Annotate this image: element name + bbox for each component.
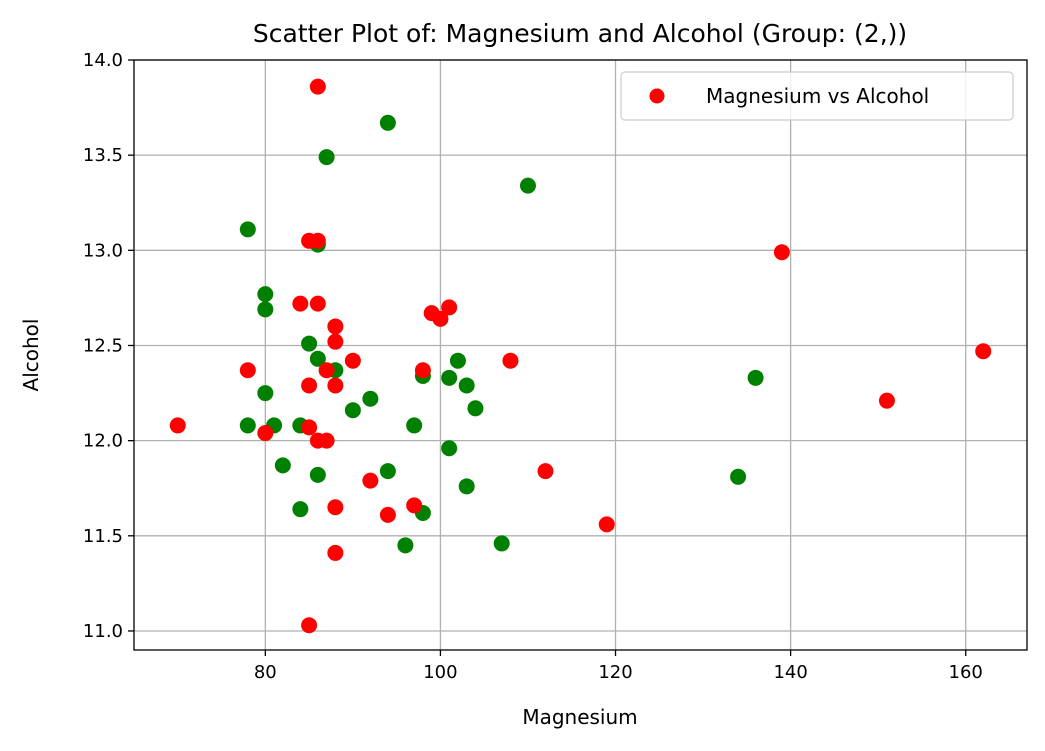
x-tick-label: 80 <box>254 662 277 683</box>
x-tick-label: 120 <box>598 662 632 683</box>
scatter-point <box>406 497 423 514</box>
scatter-point <box>432 310 449 327</box>
y-tick-label: 12.0 <box>83 431 123 452</box>
scatter-point <box>309 350 326 367</box>
scatter-point <box>327 544 344 561</box>
legend-box <box>620 71 1014 121</box>
scatter-point <box>318 432 335 449</box>
scatter-point <box>502 352 519 369</box>
scatter-point <box>309 466 326 483</box>
scatter-point <box>537 463 554 480</box>
scatter-point <box>747 369 764 386</box>
plot-frame <box>133 59 1028 651</box>
scatter-point <box>414 362 431 379</box>
y-tick-label: 13.0 <box>83 240 123 261</box>
scatter-point <box>239 417 256 434</box>
scatter-point <box>441 369 458 386</box>
scatter-point <box>449 352 466 369</box>
scatter-point <box>239 221 256 238</box>
scatter-point <box>730 468 747 485</box>
y-tick-label: 13.5 <box>83 145 123 166</box>
scatter-point <box>397 537 414 554</box>
scatter-point <box>379 506 396 523</box>
scatter-point <box>467 400 484 417</box>
grid-lines <box>134 59 1027 650</box>
scatter-point <box>773 244 790 261</box>
scatter-point <box>274 457 291 474</box>
scatter-point <box>379 114 396 131</box>
scatter-point <box>975 343 992 360</box>
scatter-point <box>309 295 326 312</box>
scatter-point <box>327 318 344 335</box>
x-tick-label: 140 <box>773 662 807 683</box>
x-tick-label: 100 <box>423 662 457 683</box>
scatter-point <box>519 177 536 194</box>
scatter-point <box>406 417 423 434</box>
x-axis-ticks: 80 100 120 140 160 <box>254 650 983 683</box>
scatter-point <box>441 299 458 316</box>
y-tick-label: 12.5 <box>83 335 123 356</box>
legend-marker <box>649 88 665 104</box>
scatter-point <box>441 440 458 457</box>
scatter-point <box>292 501 309 518</box>
scatter-point <box>318 362 335 379</box>
legend: Magnesium vs Alcohol <box>620 71 1014 121</box>
y-axis-label: Alcohol <box>19 319 43 392</box>
scatter-point <box>301 419 318 436</box>
legend-label: Magnesium vs Alcohol <box>706 84 929 108</box>
scatter-point <box>169 417 186 434</box>
y-tick-label: 11.0 <box>83 621 123 642</box>
scatter-point <box>257 425 274 442</box>
scatter-point <box>362 390 379 407</box>
scatter-point <box>327 499 344 516</box>
scatter-point <box>309 232 326 249</box>
scatter-point <box>458 377 475 394</box>
scatter-point <box>309 78 326 95</box>
scatter-point <box>239 362 256 379</box>
data-points <box>169 78 992 634</box>
scatter-point <box>257 286 274 303</box>
scatter-point <box>301 335 318 352</box>
scatter-point <box>493 535 510 552</box>
chart-title: Scatter Plot of: Magnesium and Alcohol (… <box>253 19 907 48</box>
scatter-point <box>878 392 895 409</box>
scatter-point <box>458 478 475 495</box>
x-tick-label: 160 <box>949 662 983 683</box>
scatter-point <box>301 617 318 634</box>
y-tick-label: 14.0 <box>83 50 123 71</box>
scatter-point <box>598 516 615 533</box>
scatter-point <box>292 295 309 312</box>
scatter-point <box>257 385 274 402</box>
scatter-point <box>318 149 335 166</box>
y-tick-label: 11.5 <box>83 526 123 547</box>
x-axis-label: Magnesium <box>522 705 637 729</box>
scatter-point <box>379 463 396 480</box>
scatter-point <box>344 352 361 369</box>
scatter-point <box>362 472 379 489</box>
y-axis-ticks: 11.0 11.5 12.0 12.5 13.0 13.5 14.0 <box>83 50 134 642</box>
scatter-point <box>327 333 344 350</box>
scatter-point <box>301 377 318 394</box>
scatter-point <box>344 402 361 419</box>
scatter-point <box>327 377 344 394</box>
scatter-point <box>257 301 274 318</box>
